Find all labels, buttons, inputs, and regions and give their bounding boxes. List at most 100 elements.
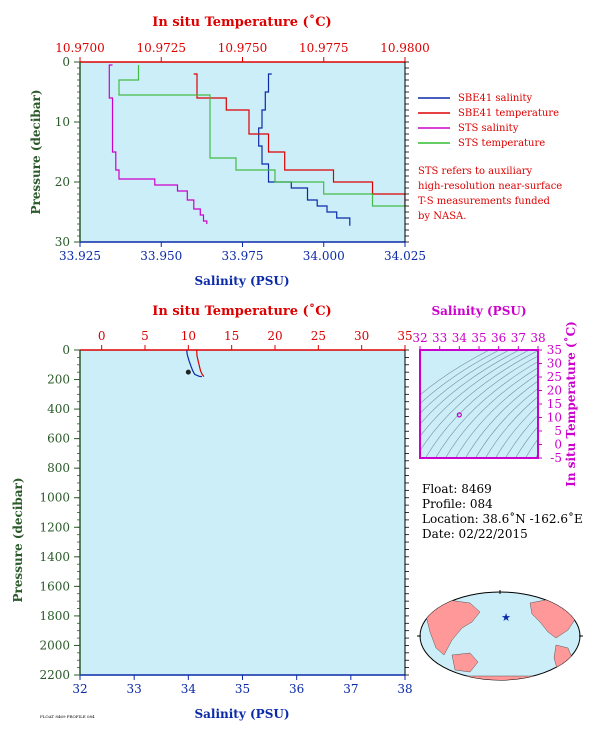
series-line-sts-salinity	[108, 64, 208, 224]
left-tick-label: 10	[55, 115, 70, 129]
top-tick-label: 15	[224, 329, 239, 343]
upper-y-axis-title: Pressure (decibar)	[29, 89, 43, 214]
series-line-sbe41-salinity	[186, 350, 202, 378]
bottom-tick-label: 38	[397, 682, 412, 696]
ts-points	[456, 412, 462, 418]
top-tick-label: 0	[98, 329, 106, 343]
ts-top-tick-label: 36	[491, 331, 506, 345]
profile-number: Profile: 084	[422, 497, 493, 511]
float-location-marker: ★	[501, 611, 511, 624]
upper-bottom-axis-title: Salinity (PSU)	[194, 274, 289, 288]
ts-density-contours	[420, 350, 538, 458]
left-tick-label: 1600	[39, 579, 70, 593]
ts-right-tick-label: 20	[547, 384, 562, 398]
series-line-sbe41-temperature	[196, 350, 205, 377]
bottom-tick-label: 34.025	[384, 249, 426, 263]
legend-item: SBE41 salinity	[418, 93, 533, 104]
lower-bottom-axis-title: Salinity (PSU)	[194, 707, 289, 721]
upper-ticks: 10.9700 10.9725 10.9750 10.9775 10.9800 33.92…	[55, 41, 430, 263]
upper-plot-area	[79, 61, 406, 243]
lower-y-axis-title: Pressure (decibar)	[11, 477, 25, 602]
legend: SBE41 salinity SBE41 temperature STS sal…	[418, 93, 559, 149]
left-tick-label: 2200	[39, 668, 70, 682]
bottom-tick-label: 34	[181, 682, 197, 696]
ts-top-tick-label: 33	[432, 331, 447, 345]
density-contour	[420, 350, 511, 414]
continent-australia	[451, 652, 479, 673]
bottom-tick-label: 34.000	[303, 249, 345, 263]
note-line: high-resolution near-surface	[418, 181, 562, 192]
ts-right-tick-label: 25	[547, 370, 562, 384]
density-contour	[445, 367, 538, 458]
upper-top-axis-title: In situ Temperature (˚C)	[152, 14, 331, 30]
legend-label: SBE41 salinity	[458, 93, 533, 104]
lower-chart: 0 5 10 15 20 25 30 35 32 33 34 35 36 37 38 0 200 400 600 80…	[11, 303, 413, 721]
density-contour	[495, 405, 538, 458]
top-tick-label: 10	[181, 329, 196, 343]
top-tick-label: 10.9800	[380, 41, 430, 55]
ts-top-tick-label: 37	[511, 331, 526, 345]
left-tick-label: 1800	[39, 609, 70, 623]
bottom-tick-label: 35	[235, 682, 250, 696]
density-contour	[425, 355, 538, 458]
left-tick-label: 20	[55, 175, 70, 189]
location: Location: 38.6˚N -162.6˚E	[422, 511, 583, 526]
series-line-sbe41-temperature	[193, 73, 405, 207]
top-tick-label: 10.9700	[55, 41, 105, 55]
left-tick-label: 200	[47, 373, 70, 387]
note-line: T-S measurements funded	[418, 196, 550, 207]
left-tick-label: 0	[62, 343, 70, 357]
legend-item: STS salinity	[418, 123, 519, 134]
float-info: Float: 8469 Profile: 084 Location: 38.6˚…	[422, 482, 583, 541]
lower-top-axis-title: In situ Temperature (˚C)	[152, 303, 331, 319]
ts-top-tick-label: 38	[530, 331, 545, 345]
top-tick-label: 25	[311, 329, 326, 343]
legend-label: STS temperature	[458, 138, 545, 149]
float-id: Float: 8469	[422, 482, 492, 496]
left-tick-label: 600	[47, 432, 70, 446]
left-tick-label: 800	[47, 461, 70, 475]
bottom-tick-label: 33.950	[140, 249, 182, 263]
bottom-tick-label: 37	[343, 682, 358, 696]
bottom-tick-label: 33.925	[59, 249, 101, 263]
upper-chart: 10.9700 10.9725 10.9750 10.9775 10.9800 33.92…	[29, 14, 430, 288]
density-contour	[420, 350, 491, 396]
legend-label: SBE41 temperature	[458, 108, 559, 119]
density-contour	[525, 438, 538, 458]
density-contour	[435, 361, 538, 458]
ts-right-tick-label: -5	[550, 451, 562, 465]
ts-right-axis-title: In situ Temperature (˚C)	[563, 321, 578, 487]
left-tick-label: 0	[62, 55, 70, 69]
left-tick-label: 400	[47, 402, 70, 416]
ts-top-tick-label: 35	[471, 331, 486, 345]
lower-plot-area	[79, 349, 406, 676]
left-tick-label: 1400	[39, 550, 70, 564]
ts-right-tick-label: 15	[547, 397, 562, 411]
series-line-sts-temperature	[118, 65, 405, 213]
left-tick-label: 1200	[39, 520, 70, 534]
upper-series-group	[108, 64, 405, 226]
date: Date: 02/22/2015	[422, 527, 528, 541]
legend-item: SBE41 temperature	[418, 108, 559, 119]
bottom-tick-label: 33	[127, 682, 142, 696]
ts-right-tick-label: 5	[554, 424, 562, 438]
top-tick-label: 30	[354, 329, 369, 343]
density-contour	[475, 388, 538, 458]
footer-label: FLOAT 8469 PROFILE 084	[40, 714, 95, 719]
density-contour	[505, 415, 538, 458]
ts-point	[456, 412, 462, 418]
bottom-tick-label: 36	[289, 682, 304, 696]
density-contour	[420, 350, 501, 405]
series-line-sbe41-salinity	[258, 73, 351, 226]
top-tick-label: 10.9775	[299, 41, 349, 55]
continent-antarctica	[429, 675, 571, 680]
bottom-tick-label: 33.975	[222, 249, 264, 263]
ts-right-tick-label: 10	[547, 411, 562, 425]
ts-right-tick-label: 35	[547, 343, 562, 357]
legend-label: STS salinity	[458, 123, 519, 134]
top-tick-label: 10.9725	[136, 41, 186, 55]
lower-series-group	[185, 350, 205, 378]
top-tick-label: 35	[397, 329, 412, 343]
